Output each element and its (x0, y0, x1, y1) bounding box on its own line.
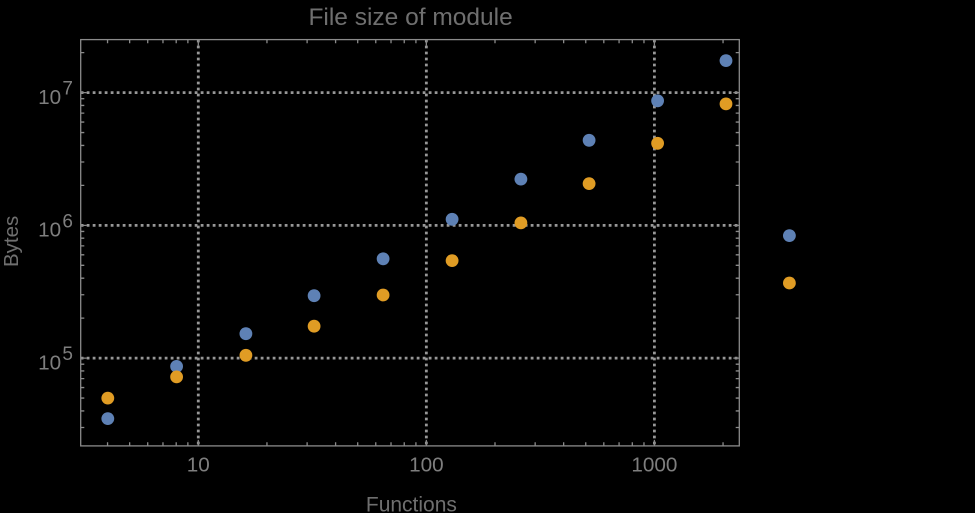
svg-text:10: 10 (187, 453, 210, 476)
svg-text:7: 7 (62, 79, 73, 100)
svg-text:Bytes: Bytes (0, 216, 23, 267)
svg-text:10: 10 (38, 351, 61, 374)
svg-text:6: 6 (62, 211, 73, 232)
svg-text:10: 10 (38, 219, 61, 242)
svg-text:Functions: Functions (366, 493, 457, 513)
svg-text:10: 10 (38, 86, 61, 109)
svg-text:File size of module: File size of module (308, 4, 512, 31)
svg-text:100: 100 (409, 453, 444, 476)
svg-text:5: 5 (62, 344, 73, 365)
svg-text:1000: 1000 (631, 453, 677, 476)
